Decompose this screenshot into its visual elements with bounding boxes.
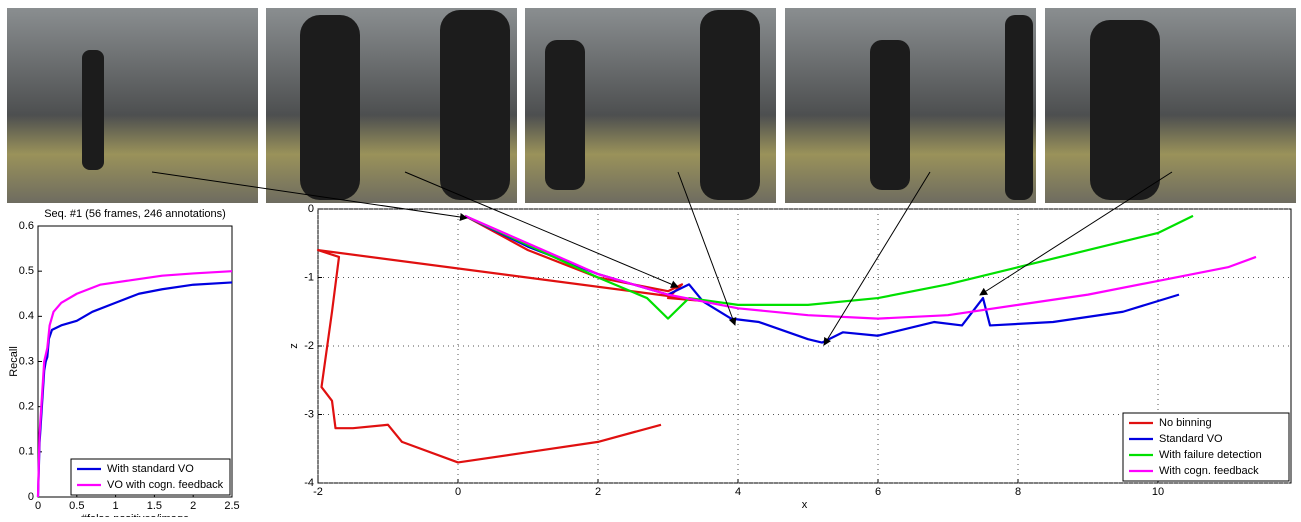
legend-label: With failure detection xyxy=(1159,449,1262,461)
legend-label: Standard VO xyxy=(1159,433,1223,445)
photo xyxy=(1045,8,1296,203)
y-tick-label: 0.6 xyxy=(19,220,34,232)
x-axis-label: #false positives/image xyxy=(81,513,189,517)
y-tick-label: 0 xyxy=(28,491,34,503)
x-tick-label: 10 xyxy=(1152,486,1164,498)
y-tick-label: -4 xyxy=(304,477,314,489)
x-tick-label: 1.5 xyxy=(147,500,162,512)
x-tick-label: 8 xyxy=(1015,486,1021,498)
x-tick-label: 2 xyxy=(595,486,601,498)
y-tick-label: 0.3 xyxy=(19,355,34,367)
x-tick-label: 2.5 xyxy=(224,500,239,512)
y-tick-label: 0.2 xyxy=(19,401,34,413)
y-tick-label: 0.1 xyxy=(19,446,34,458)
x-tick-label: 6 xyxy=(875,486,881,498)
plot-area xyxy=(38,226,232,497)
photo xyxy=(7,8,258,203)
x-axis-label: x xyxy=(802,499,808,511)
photos xyxy=(7,8,1296,203)
y-tick-label: 0.5 xyxy=(19,265,34,277)
x-tick-label: 2 xyxy=(190,500,196,512)
x-tick-label: 0 xyxy=(35,500,41,512)
y-tick-label: -1 xyxy=(304,271,314,283)
legend-label: VO with cogn. feedback xyxy=(107,479,224,491)
y-tick-label: 0 xyxy=(308,203,314,215)
y-tick-label: -3 xyxy=(304,408,314,420)
x-tick-label: 4 xyxy=(735,486,741,498)
legend-label: With standard VO xyxy=(107,463,194,475)
x-tick-label: 1 xyxy=(113,500,119,512)
figure: 0 0.5 1 1.5 2 2.5 0 0.1 0.2 0.3 0.4 0.5 0.6 Seq. #1 (… xyxy=(0,0,1301,517)
x-tick-label: 0 xyxy=(455,486,461,498)
x-tick-label: 0.5 xyxy=(69,500,84,512)
y-tick-label: 0.4 xyxy=(19,310,34,322)
chart-title: Seq. #1 (56 frames, 246 annotations) xyxy=(44,208,226,220)
legend-label: With cogn. feedback xyxy=(1159,465,1259,477)
y-axis-label: z xyxy=(288,343,300,349)
legend-label: No binning xyxy=(1159,417,1212,429)
photo xyxy=(785,8,1036,203)
y-axis-label: Recall xyxy=(8,346,20,377)
x-tick-label: -2 xyxy=(313,486,323,498)
y-tick-label: -2 xyxy=(304,340,314,352)
